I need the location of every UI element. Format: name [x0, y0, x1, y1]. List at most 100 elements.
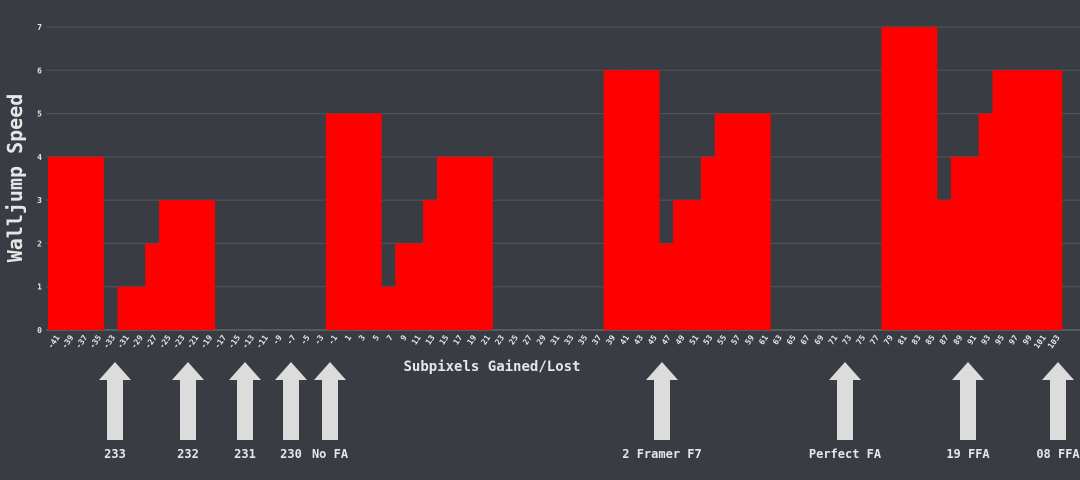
x-tick-label: 93	[979, 333, 992, 346]
x-tick-label: 89	[952, 333, 965, 346]
y-tick-label: 0	[37, 326, 42, 335]
x-tick-label: 91	[965, 333, 978, 346]
x-tick-label: -21	[185, 333, 201, 350]
x-tick-label: -1	[327, 333, 340, 346]
x-tick-label: 5	[371, 333, 381, 342]
bar	[89, 156, 104, 330]
arrow	[99, 362, 131, 440]
bar	[367, 113, 382, 330]
bar	[117, 286, 132, 330]
x-tick-label: -27	[143, 333, 159, 350]
x-tick-label: -19	[199, 333, 215, 350]
y-tick-label: 5	[37, 110, 42, 119]
x-tick-label: -9	[271, 333, 284, 346]
x-tick-label: -15	[227, 333, 243, 350]
annotation-label: 08 FFA	[1036, 447, 1080, 461]
y-tick-label: 4	[37, 153, 42, 162]
bar	[700, 156, 716, 330]
bar	[964, 156, 979, 330]
bar	[923, 27, 938, 330]
x-tick-label: 11	[410, 333, 423, 346]
x-tick-label: 67	[799, 333, 812, 346]
x-tick-label: 77	[868, 333, 881, 346]
x-tick-label: -39	[60, 333, 76, 350]
arrow	[275, 362, 307, 440]
bar	[450, 156, 466, 330]
x-tick-label: 47	[660, 333, 673, 346]
x-tick-label: 95	[993, 333, 1006, 346]
x-tick-label: -35	[88, 333, 104, 350]
x-tick-label: -13	[240, 333, 256, 350]
bar	[478, 156, 493, 330]
bar	[1006, 70, 1021, 331]
bar	[742, 113, 757, 330]
x-tick-label: 27	[521, 333, 534, 346]
annotation-label: 231	[234, 447, 256, 461]
x-tick-label: -23	[171, 333, 187, 350]
annotation-label: Perfect FA	[809, 447, 882, 461]
bar	[631, 70, 646, 331]
x-tick-label: -5	[299, 333, 312, 346]
x-tick-label: 9	[399, 333, 409, 342]
annotation-label: 232	[177, 447, 199, 461]
x-tick-label: -33	[102, 333, 118, 350]
arrow	[229, 362, 261, 440]
bar	[992, 70, 1007, 331]
bar	[1048, 70, 1063, 331]
bar	[645, 70, 660, 331]
y-tick-label: 3	[37, 196, 42, 205]
arrow	[1042, 362, 1074, 440]
x-tick-label: 61	[757, 333, 770, 346]
x-tick-label: 43	[632, 333, 645, 346]
bar	[909, 27, 924, 330]
y-axis-label: Walljump Speed	[3, 94, 27, 263]
arrow	[646, 362, 678, 440]
x-tick-label: 51	[688, 333, 701, 346]
arrow	[952, 362, 984, 440]
annotation-label: No FA	[312, 447, 349, 461]
annotation-label: 233	[104, 447, 126, 461]
x-tick-label: 15	[438, 333, 451, 346]
x-tick-label: 103	[1046, 333, 1062, 350]
bar	[186, 200, 202, 330]
x-tick-label: 97	[1007, 333, 1020, 346]
x-tick-label: 55	[715, 333, 728, 346]
bar	[756, 113, 771, 330]
bar	[395, 243, 410, 330]
x-tick-label: -29	[129, 333, 145, 350]
x-tick-label: -37	[74, 333, 90, 350]
x-tick-label: 37	[590, 333, 603, 346]
bar	[1034, 70, 1049, 331]
bar	[409, 243, 424, 330]
bar	[895, 27, 910, 330]
x-tick-label: 65	[785, 333, 798, 346]
bar	[659, 243, 674, 330]
bar	[48, 156, 63, 330]
bar	[464, 156, 479, 330]
bar	[617, 70, 632, 331]
bar	[936, 200, 952, 330]
bar	[61, 156, 77, 330]
x-tick-label: 59	[743, 333, 756, 346]
x-tick-label: 35	[577, 333, 590, 346]
x-tick-label: 73	[840, 333, 853, 346]
x-tick-label: 101	[1032, 333, 1048, 350]
x-tick-label: 57	[729, 333, 742, 346]
x-tick-label: 45	[646, 333, 659, 346]
x-tick-label: 7	[385, 333, 395, 342]
x-tick-label: 41	[618, 333, 631, 346]
x-tick-label: 85	[924, 333, 937, 346]
arrow	[829, 362, 861, 440]
x-tick-label: 31	[549, 333, 562, 346]
x-tick-label: 71	[827, 333, 840, 346]
x-tick-label: 87	[938, 333, 951, 346]
x-tick-label: 79	[882, 333, 895, 346]
y-tick-label: 1	[37, 283, 42, 292]
bar	[673, 200, 688, 330]
annotation-label: 19 FFA	[946, 447, 990, 461]
x-tick-label: 3	[357, 333, 367, 342]
x-tick-label: 21	[479, 333, 492, 346]
annotation-label: 230	[280, 447, 302, 461]
x-tick-label: -7	[285, 333, 298, 346]
bar	[381, 286, 396, 330]
